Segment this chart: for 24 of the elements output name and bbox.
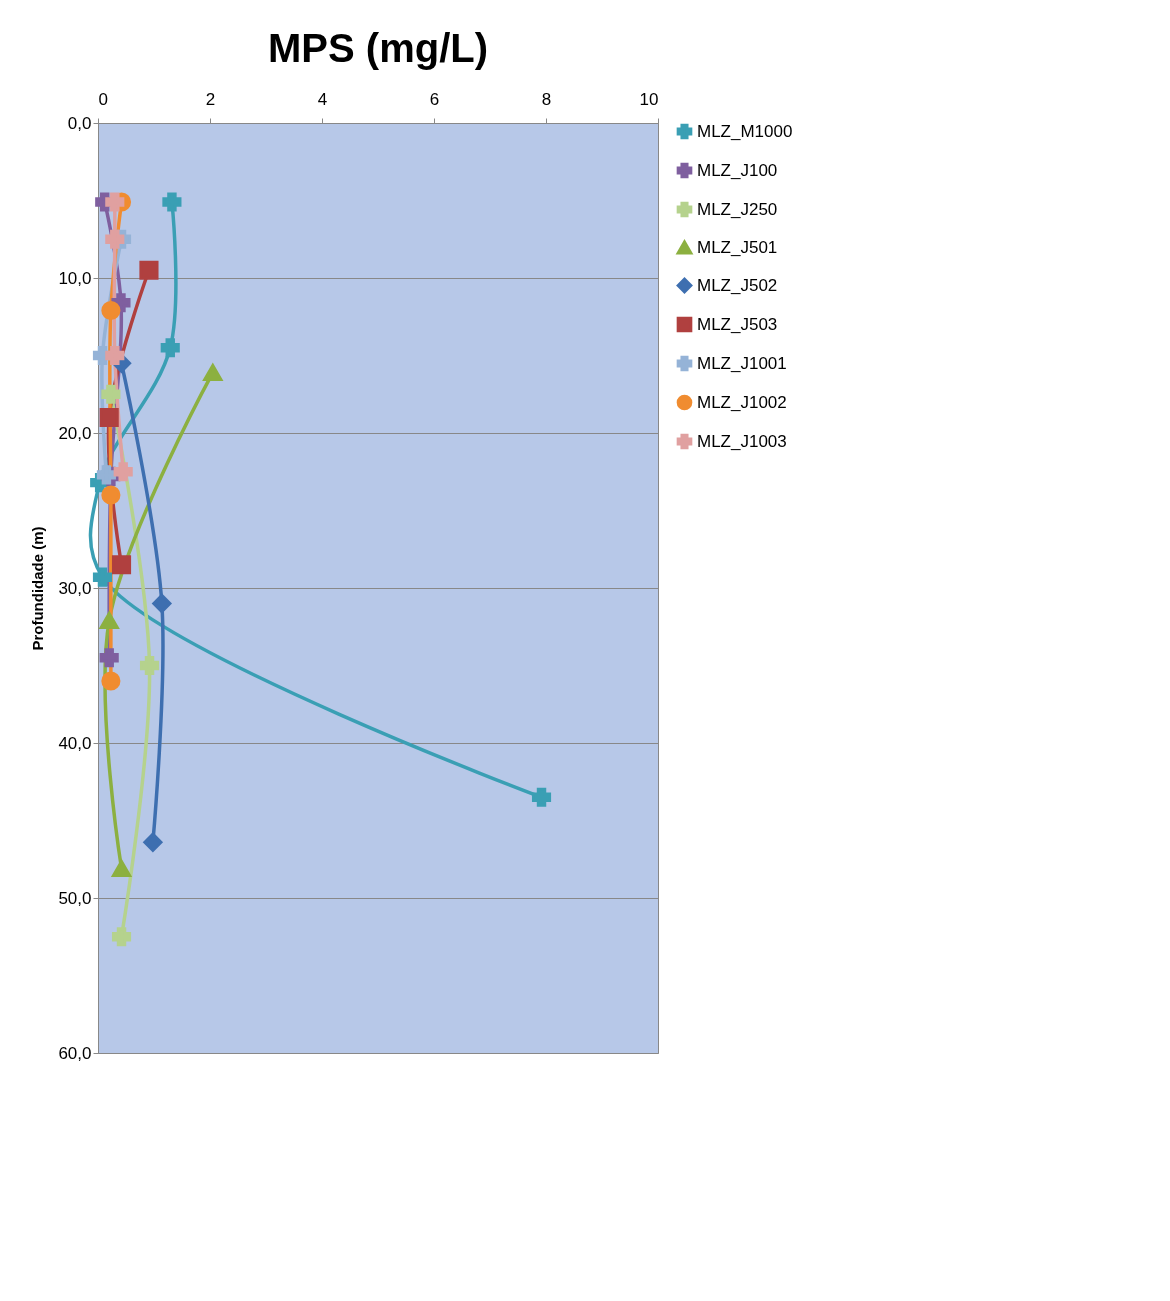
y-tick-label: 30,0 (58, 578, 92, 598)
chart-title: MPS (mg/L) (268, 26, 488, 70)
y-tick-label: 50,0 (58, 888, 92, 908)
x-tick-label: 10 (639, 89, 659, 109)
legend-label: MLZ_J100 (697, 160, 778, 180)
x-tick-label: 8 (541, 89, 552, 109)
y-tick-label: 10,0 (58, 268, 92, 288)
legend-label: MLZ_J250 (697, 199, 778, 219)
legend-label: MLZ_M1000 (697, 121, 793, 141)
legend-label: MLZ_J1001 (697, 353, 787, 373)
x-tick-label: 6 (429, 89, 440, 109)
legend-label: MLZ_J501 (697, 237, 778, 257)
y-tick-label: 40,0 (58, 733, 92, 753)
y-tick-label: 0,0 (67, 113, 92, 133)
legend-label: MLZ_J1002 (697, 392, 787, 412)
x-tick-label: 2 (205, 89, 216, 109)
y-tick-label: 60,0 (58, 1043, 92, 1063)
x-tick-label: 4 (317, 89, 328, 109)
x-tick-label: 0 (98, 89, 108, 109)
y-axis-title: Profundidade (m) (29, 526, 47, 651)
y-tick-label: 20,0 (58, 423, 92, 443)
legend-label: MLZ_J503 (697, 314, 778, 334)
legend-label: MLZ_J1003 (697, 431, 787, 451)
legend-label: MLZ_J502 (697, 275, 778, 295)
